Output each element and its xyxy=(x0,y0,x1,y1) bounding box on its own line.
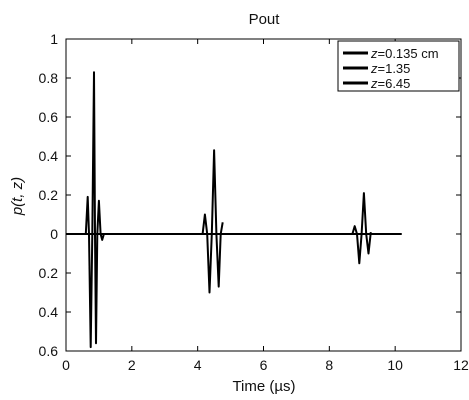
y-tick-label: 0.4 xyxy=(39,304,59,320)
x-tick-label: 0 xyxy=(62,357,70,373)
x-tick-label: 2 xyxy=(128,357,136,373)
series-line-1 xyxy=(86,72,106,347)
y-tick-label: 0.4 xyxy=(39,148,59,164)
y-tick-label: 1 xyxy=(50,31,58,47)
x-tick-label: 8 xyxy=(325,357,333,373)
legend-label: z=6.45 xyxy=(370,76,410,91)
y-tick-label: 0 xyxy=(50,226,58,242)
chart-title: Pout xyxy=(249,11,281,28)
x-axis-label: Time (µs) xyxy=(232,378,295,395)
legend-value: =6.45 xyxy=(378,76,411,91)
x-tick-label: 12 xyxy=(453,357,469,373)
y-tick-label: 0.8 xyxy=(39,70,59,86)
y-tick-label: 0.6 xyxy=(39,109,59,125)
x-tick-label: 6 xyxy=(260,357,268,373)
series-layer xyxy=(66,72,402,347)
x-tick-label: 4 xyxy=(194,357,202,373)
y-tick-label: 0.2 xyxy=(39,265,59,281)
legend: z=0.135 cmz=1.35z=6.45 xyxy=(338,41,459,91)
legend-label: z=0.135 cm xyxy=(370,46,439,61)
legend-value: =0.135 cm xyxy=(378,46,439,61)
y-tick-label: 0.2 xyxy=(39,187,59,203)
legend-value: =1.35 xyxy=(378,61,411,76)
x-tick-label: 10 xyxy=(387,357,403,373)
legend-label: z=1.35 xyxy=(370,61,410,76)
y-tick-label: 0.6 xyxy=(39,343,59,359)
series-line-3 xyxy=(352,193,370,263)
series-line-2 xyxy=(203,150,223,292)
y-axis-label: p(t, z) xyxy=(9,177,26,216)
